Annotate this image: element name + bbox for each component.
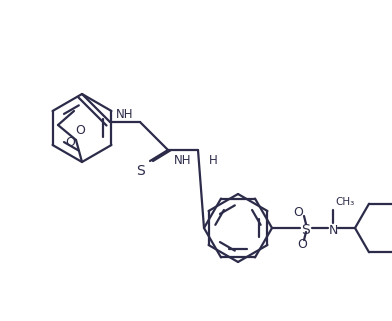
Text: NH: NH [116,108,134,120]
Text: CH₃: CH₃ [335,197,354,207]
Text: O: O [75,124,85,136]
Text: N: N [328,223,338,237]
Text: NH: NH [174,153,192,167]
Text: O: O [293,205,303,219]
Text: S: S [301,223,310,237]
Text: O: O [297,239,307,251]
Text: O: O [65,135,75,149]
Text: S: S [137,164,145,178]
Text: H: H [209,153,218,167]
